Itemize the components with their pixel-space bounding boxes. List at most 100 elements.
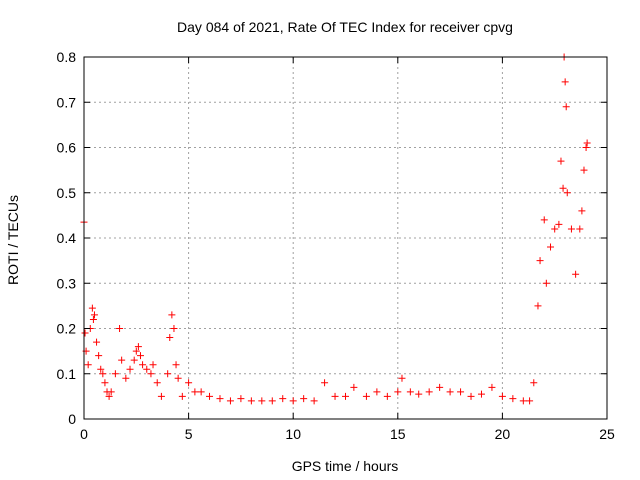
y-axis-ticks: 0 0.1 0.2 0.3 0.4 0.5 0.6 0.7 0.8 <box>57 49 607 427</box>
data-point <box>383 392 391 400</box>
data-point <box>362 392 370 400</box>
data-point <box>118 356 126 364</box>
data-point <box>561 78 569 86</box>
data-point <box>310 397 318 405</box>
data-point <box>93 338 101 346</box>
data-point <box>216 395 224 403</box>
data-point <box>540 216 548 224</box>
data-point <box>166 334 174 342</box>
data-point <box>81 329 89 337</box>
data-point <box>170 325 178 332</box>
data-point <box>526 397 534 405</box>
x-tick-label: 25 <box>599 426 615 442</box>
data-point <box>519 397 527 405</box>
data-point <box>576 225 584 233</box>
data-point <box>178 392 186 400</box>
data-point <box>557 157 565 165</box>
x-tick-label: 0 <box>80 426 88 442</box>
data-point <box>567 225 575 233</box>
data-point <box>197 388 205 396</box>
data-point <box>149 361 157 369</box>
data-point <box>84 361 92 369</box>
data-point <box>406 388 414 396</box>
data-point <box>342 392 349 400</box>
x-tick-label: 15 <box>390 426 406 442</box>
data-point <box>559 184 567 192</box>
y-tick-label: 0 <box>68 411 76 427</box>
y-axis-label: ROTI / TECUs <box>5 195 21 285</box>
data-point <box>89 315 97 323</box>
data-point <box>97 365 105 373</box>
data-point <box>578 207 586 215</box>
data-point <box>547 243 555 251</box>
data-point <box>99 370 107 378</box>
y-tick-label: 0.2 <box>57 321 77 337</box>
data-point <box>90 311 98 319</box>
data-point <box>425 388 433 396</box>
data-point <box>101 379 109 387</box>
data-point <box>555 220 563 228</box>
data-point <box>467 392 475 400</box>
data-point <box>331 392 339 400</box>
data-point <box>350 383 358 391</box>
data-point <box>279 395 287 403</box>
data-point <box>157 392 165 400</box>
data-point <box>509 395 517 403</box>
chart-title: Day 084 of 2021, Rate Of TEC Index for r… <box>177 19 513 35</box>
data-point <box>164 370 172 378</box>
data-point <box>563 189 571 197</box>
x-tick-label: 10 <box>285 426 301 442</box>
data-point <box>105 392 113 400</box>
data-point <box>530 379 538 387</box>
data-point <box>300 395 308 403</box>
data-point <box>153 379 161 387</box>
data-point <box>551 225 559 233</box>
data-point <box>130 356 138 364</box>
data-point <box>394 388 402 396</box>
data-point <box>107 388 115 396</box>
x-tick-label: 5 <box>185 426 193 442</box>
data-point <box>174 374 182 382</box>
data-point <box>247 397 255 405</box>
data-point <box>206 392 214 400</box>
data-points <box>80 53 591 405</box>
gridlines <box>84 57 607 419</box>
data-point <box>134 343 142 351</box>
data-point <box>373 388 381 396</box>
data-point <box>488 383 496 391</box>
data-point <box>572 270 580 278</box>
data-point <box>398 374 406 382</box>
data-point <box>457 388 465 396</box>
data-point <box>498 392 506 400</box>
data-point <box>321 379 329 387</box>
data-point <box>534 302 542 310</box>
y-tick-label: 0.5 <box>57 185 77 201</box>
data-point <box>289 397 297 405</box>
y-tick-label: 0.6 <box>57 140 77 156</box>
data-point <box>122 374 130 382</box>
data-point <box>415 390 423 398</box>
data-point <box>237 395 245 403</box>
data-point <box>116 325 124 332</box>
data-point <box>126 365 134 373</box>
data-point <box>226 397 234 405</box>
data-point <box>191 388 199 396</box>
x-tick-label: 20 <box>495 426 511 442</box>
data-point <box>446 388 454 396</box>
data-point <box>582 144 590 151</box>
y-tick-label: 0.4 <box>57 230 77 246</box>
data-point <box>95 352 103 360</box>
data-point <box>477 390 485 398</box>
data-point <box>268 397 276 405</box>
y-tick-label: 0.8 <box>57 49 77 65</box>
y-tick-label: 0.1 <box>57 366 77 382</box>
data-point <box>139 361 147 369</box>
data-point <box>436 383 444 391</box>
x-axis-label: GPS time / hours <box>292 458 399 474</box>
data-point <box>583 139 591 147</box>
data-point <box>143 365 151 373</box>
y-tick-label: 0.7 <box>57 94 77 110</box>
data-point <box>536 257 544 265</box>
data-point <box>258 397 266 405</box>
